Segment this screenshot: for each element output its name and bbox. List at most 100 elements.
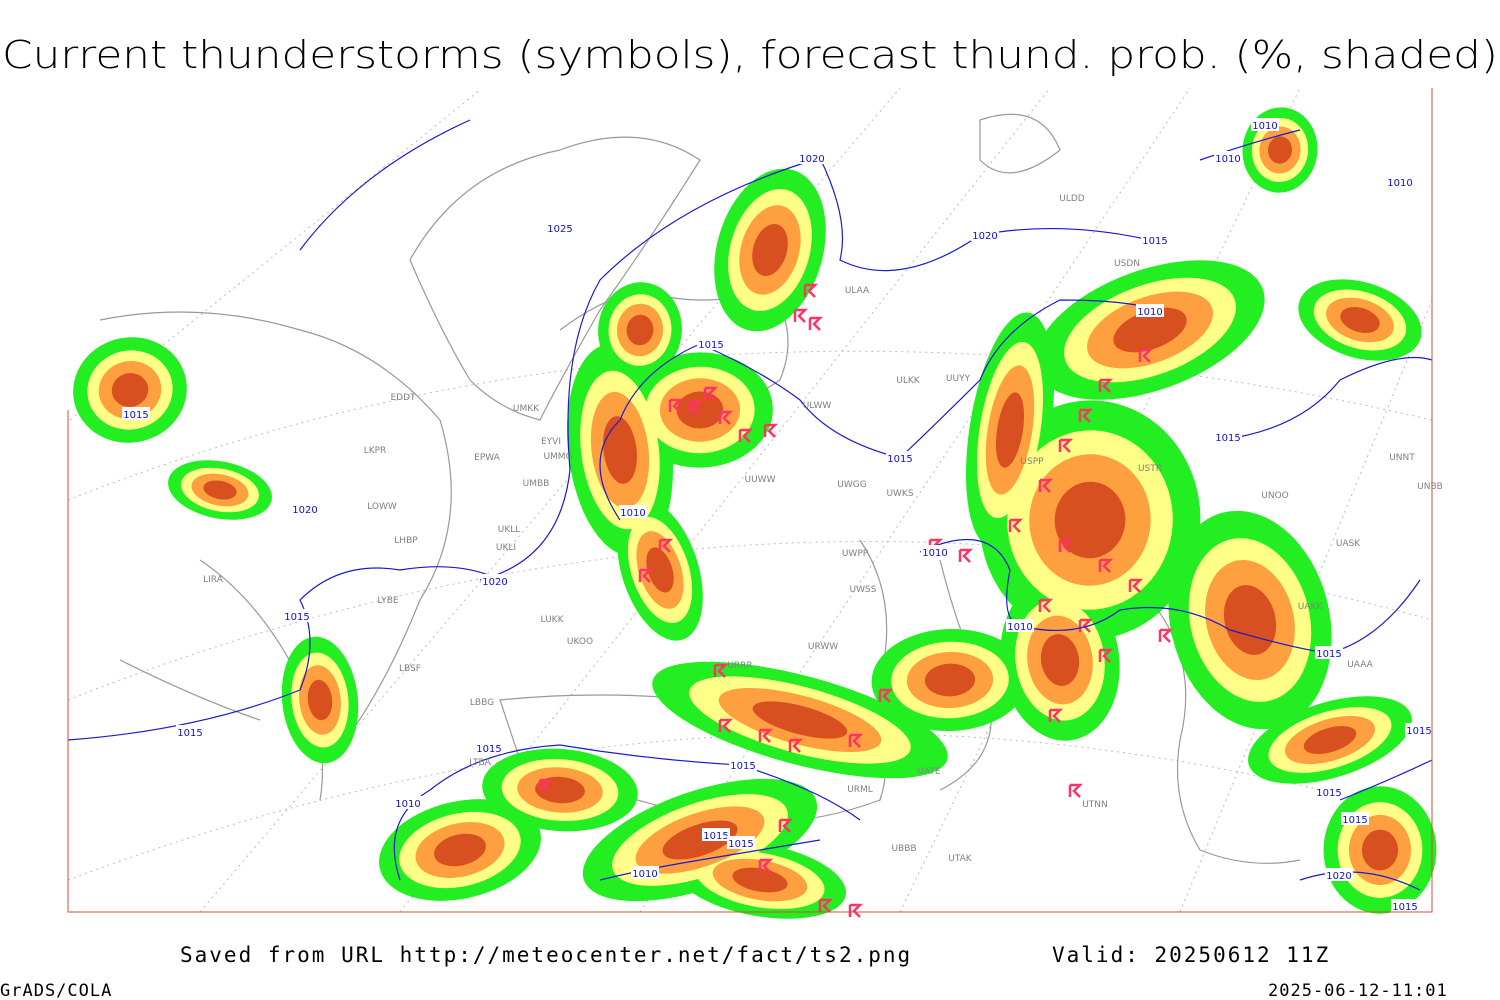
shade-area bbox=[995, 392, 1025, 468]
station-label: UBBB bbox=[891, 844, 916, 854]
station-label: ULAA bbox=[845, 286, 870, 296]
storm-symbol bbox=[788, 738, 804, 753]
isobar-label: 1015 bbox=[728, 839, 753, 850]
isobar-label: 1020 bbox=[292, 505, 317, 516]
station-label: LUKK bbox=[541, 615, 565, 625]
station-label: UWGG bbox=[837, 480, 866, 490]
station-label: URRR bbox=[727, 661, 752, 671]
isobar-label-box bbox=[1141, 233, 1169, 246]
station-label: UTNN bbox=[1082, 800, 1108, 810]
storm-symbol bbox=[878, 688, 894, 703]
station-label: UMBB bbox=[523, 479, 550, 489]
storm-symbol bbox=[1098, 378, 1114, 393]
storm-symbol bbox=[703, 386, 719, 401]
storm-symbol bbox=[1058, 538, 1074, 553]
isobar-label-box bbox=[798, 151, 826, 164]
storm-symbol bbox=[1098, 648, 1114, 663]
map-frame bbox=[67, 88, 1433, 913]
station-label: LYBE bbox=[377, 596, 398, 606]
isobar-label: 1010 bbox=[1215, 154, 1240, 165]
station-label: LKPR bbox=[364, 446, 387, 456]
station-label: UTAK bbox=[948, 854, 973, 864]
storm-symbol bbox=[638, 568, 654, 583]
isobar-label: 1015 bbox=[1142, 236, 1167, 247]
station-label: UNOO bbox=[1261, 491, 1289, 501]
isobar-label: 1015 bbox=[1392, 902, 1417, 913]
isobar-label: 1010 bbox=[922, 548, 947, 559]
storm-symbol bbox=[763, 423, 779, 438]
station-label: ULWW bbox=[803, 401, 832, 411]
isobar-label: 1020 bbox=[799, 154, 824, 165]
isobar-label-box bbox=[727, 836, 755, 849]
isobar-label-box bbox=[1251, 118, 1279, 131]
footer-timestamp: 2025-06-12-11:01 bbox=[1268, 981, 1448, 1000]
storm-symbol bbox=[803, 283, 819, 298]
storm-symbol bbox=[658, 538, 674, 553]
shade-area bbox=[1040, 634, 1080, 686]
shade-area bbox=[1223, 585, 1277, 655]
isobar-label: 1015 bbox=[703, 831, 728, 842]
station-label: USDN bbox=[1114, 259, 1140, 269]
isobar-label: 1015 bbox=[1215, 433, 1240, 444]
isobar-label-box bbox=[1341, 812, 1369, 825]
storm-symbol bbox=[758, 858, 774, 873]
isobar-label: 1010 bbox=[395, 799, 420, 810]
storm-symbol bbox=[713, 663, 729, 678]
storm-symbol bbox=[1078, 408, 1094, 423]
station-label: UNNT bbox=[1389, 453, 1415, 463]
station-label: UKOO bbox=[567, 637, 593, 647]
isobar-label-box bbox=[1214, 430, 1242, 443]
storm-symbol bbox=[1078, 618, 1094, 633]
isobar-label-box bbox=[886, 451, 914, 464]
footer-valid: Valid: 20250612 11Z bbox=[1052, 943, 1330, 967]
shade-area bbox=[752, 223, 788, 277]
shade-area bbox=[1340, 306, 1380, 334]
shade-area bbox=[676, 391, 724, 429]
isobar-label: 1015 bbox=[887, 454, 912, 465]
station-label: LOWW bbox=[367, 502, 397, 512]
isobar-label: 1025 bbox=[547, 224, 572, 235]
isobar-label-box bbox=[1006, 619, 1034, 632]
shade-area bbox=[203, 480, 237, 500]
shade-area bbox=[1267, 136, 1293, 164]
station-label: EDDT bbox=[390, 393, 416, 403]
station-label: ULKK bbox=[896, 376, 921, 386]
storm-symbol bbox=[738, 428, 754, 443]
station-label: EYVI bbox=[541, 437, 561, 447]
isobar-label-box bbox=[1214, 151, 1242, 164]
isobars bbox=[67, 119, 1433, 891]
storm-symbol bbox=[848, 903, 864, 918]
storm-symbol bbox=[1068, 783, 1084, 798]
isobar-label: 1010 bbox=[1387, 178, 1412, 189]
isobar-label-box bbox=[1325, 868, 1353, 881]
isobar-label-box bbox=[394, 796, 422, 809]
isobar-label-box bbox=[729, 758, 757, 771]
station-label: UUWW bbox=[745, 475, 776, 485]
station-label: UMKK bbox=[513, 404, 540, 414]
shade-area bbox=[626, 314, 654, 346]
station-label: UAKK bbox=[1298, 602, 1324, 612]
isobar-label: 1015 bbox=[123, 410, 148, 421]
storm-symbol bbox=[1058, 438, 1074, 453]
station-label: UWKS bbox=[886, 489, 913, 499]
isobar-label-box bbox=[283, 609, 311, 622]
isobar-label: 1020 bbox=[972, 231, 997, 242]
shade-area bbox=[752, 701, 848, 739]
isobar-label-box bbox=[697, 337, 725, 350]
storm-symbol bbox=[1138, 348, 1154, 363]
storm-symbol bbox=[668, 398, 684, 413]
footer-software: GrADS/COLA bbox=[0, 981, 112, 1000]
storm-symbol bbox=[718, 718, 734, 733]
isobar-label: 1015 bbox=[1316, 649, 1341, 660]
footer-source: Saved from URL http://meteocenter.net/fa… bbox=[180, 943, 912, 967]
station-label: LIRA bbox=[203, 575, 224, 585]
station-label: UKLI bbox=[496, 543, 516, 553]
isobar-label: 1015 bbox=[1316, 788, 1341, 799]
isobar-label: 1010 bbox=[1007, 622, 1032, 633]
storm-symbol bbox=[848, 733, 864, 748]
isobar-label: 1015 bbox=[284, 612, 309, 623]
isobar-label: 1015 bbox=[1406, 726, 1431, 737]
isobar-label: 1010 bbox=[632, 869, 657, 880]
